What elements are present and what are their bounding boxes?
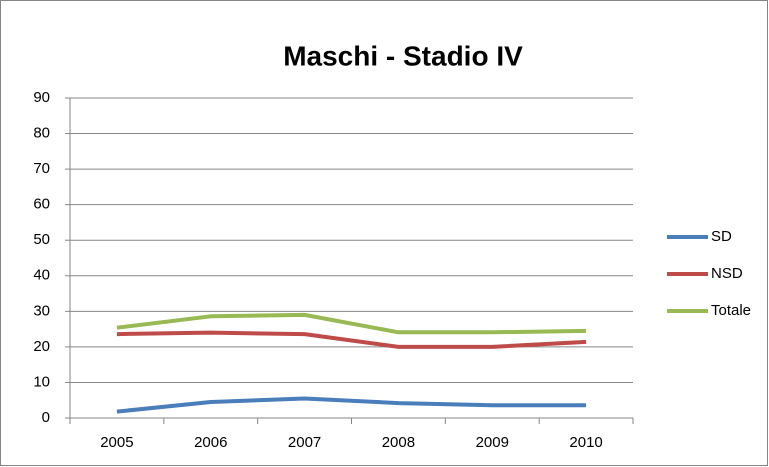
y-tick-label: 30: [33, 302, 50, 319]
legend-label: Totale: [711, 302, 751, 319]
y-tick-label: 10: [33, 373, 50, 390]
legend-label: SD: [711, 228, 732, 245]
x-tick-label: 2009: [476, 434, 509, 451]
y-tick-label: 70: [33, 160, 50, 177]
legend-label: NSD: [711, 265, 743, 282]
x-tick-label: 2008: [382, 434, 415, 451]
x-tick-label: 2010: [569, 434, 602, 451]
y-tick-label: 50: [33, 231, 50, 248]
x-tick-label: 2006: [194, 434, 227, 451]
series-line: [116, 396, 587, 414]
x-tick-label: 2005: [100, 434, 133, 451]
y-tick-label: 40: [33, 267, 50, 284]
chart-title: Maschi - Stadio IV: [283, 40, 523, 71]
y-tick-label: 90: [33, 89, 50, 106]
x-tick-label: 2007: [288, 434, 321, 451]
series-line: [116, 312, 587, 335]
series-line: [116, 330, 587, 349]
y-tick-label: 20: [33, 338, 50, 355]
y-tick-label: 0: [42, 409, 50, 426]
y-tick-label: 60: [33, 196, 50, 213]
y-tick-label: 80: [33, 125, 50, 142]
